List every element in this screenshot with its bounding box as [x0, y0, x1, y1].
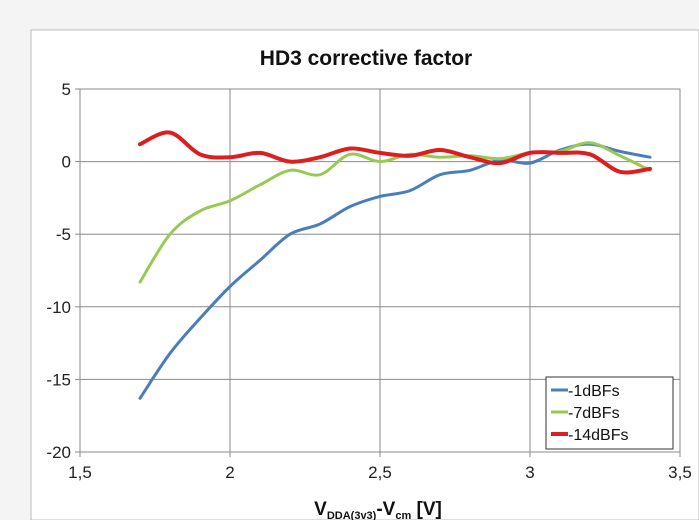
- tick-labels: 5 0 -5 -10 -15 -201,5 2 2,5 3 3,5: [46, 80, 691, 482]
- y-tick-label: 5: [62, 80, 71, 99]
- legend-label-2: -7dBFs: [568, 405, 620, 422]
- series-lines: [138, 130, 652, 400]
- y-tick-label: -15: [46, 370, 71, 389]
- series-line-3: [138, 130, 652, 175]
- y-tick-label: -20: [46, 443, 71, 462]
- legend-label-1: -1dBFs: [568, 383, 620, 400]
- legend: -1dBFs -7dBFs -14dBFs: [545, 376, 674, 450]
- x-axis-label-mid: -V: [376, 499, 395, 520]
- x-tick-label: 1,5: [68, 463, 92, 482]
- series-line-1: [138, 142, 652, 400]
- x-axis-label-main: V: [314, 499, 327, 520]
- x-tick-label: 2: [225, 463, 234, 482]
- x-axis-label-tail: [V]: [411, 499, 442, 520]
- x-tick-label: 3: [525, 463, 534, 482]
- x-tick-label: 3,5: [668, 463, 692, 482]
- x-axis-label: VDDA(3v3)-Vcm [V]: [314, 499, 442, 520]
- x-tick-label: 2,5: [368, 463, 392, 482]
- y-tick-label: -10: [46, 298, 71, 317]
- x-axis-label-sub2: cm: [395, 510, 411, 520]
- chart-title: HD3 corrective factor: [260, 47, 472, 70]
- x-axis-label-sub1: DDA(3v3): [327, 510, 377, 520]
- series-line-2: [138, 141, 652, 284]
- legend-label-3: -14dBFs: [568, 427, 628, 444]
- y-tick-label: -5: [56, 225, 71, 244]
- y-tick-label: 0: [62, 153, 71, 172]
